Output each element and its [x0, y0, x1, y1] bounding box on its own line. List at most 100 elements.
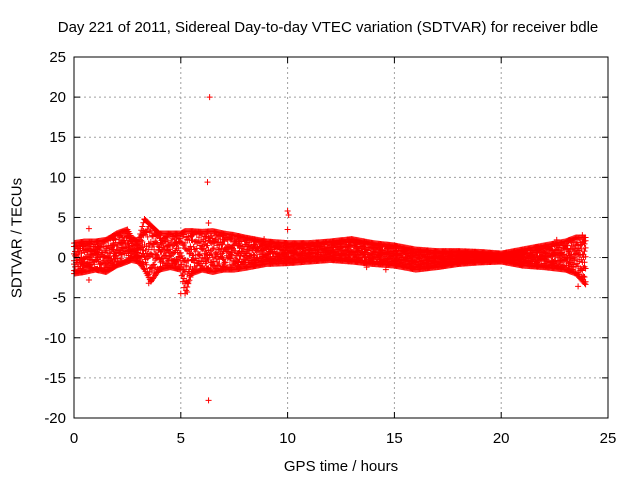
data-point [187, 273, 194, 280]
axis-ticks: 0 5 10 15 20 25 25 20 15 10 5 0 -5 -10 -15 -20 [44, 49, 616, 447]
data-point [192, 248, 199, 255]
data-point [145, 246, 152, 253]
data-point [147, 227, 154, 234]
y-tick-label: 20 [49, 89, 66, 106]
data-point [178, 252, 185, 259]
data-series-sdtvar [71, 94, 589, 404]
plot-frame [73, 56, 609, 419]
data-point [570, 247, 577, 254]
data-point-outlier [579, 232, 586, 239]
data-point [104, 259, 111, 266]
data-point-outlier [284, 208, 291, 215]
chart-title: Day 221 of 2011, Sidereal Day-to-day VTE… [57, 19, 599, 36]
data-point [232, 254, 239, 261]
data-point-outlier [145, 280, 152, 287]
data-point [264, 251, 271, 258]
data-point [190, 243, 197, 250]
data-point-outlier [205, 220, 212, 227]
data-point [582, 234, 589, 241]
data-point [581, 259, 588, 266]
x-tick-label: 15 [386, 430, 403, 447]
data-point-outlier [363, 264, 370, 271]
data-point [582, 253, 589, 260]
grid-lines [74, 57, 608, 418]
data-point [581, 240, 588, 247]
data-point [582, 281, 589, 288]
y-tick-label: -10 [44, 330, 66, 347]
data-point [95, 250, 102, 257]
data-point-outlier [184, 289, 191, 296]
data-point [160, 258, 167, 265]
data-point [78, 250, 85, 257]
data-point [143, 261, 150, 268]
data-point [155, 243, 162, 250]
data-point [183, 262, 190, 269]
data-point [582, 244, 589, 251]
data-point [177, 249, 184, 256]
data-point [151, 246, 158, 253]
data-point [185, 257, 192, 264]
data-point [570, 254, 577, 261]
data-point [150, 241, 157, 248]
data-point [171, 236, 178, 243]
data-point [215, 262, 222, 269]
data-point [195, 251, 202, 258]
data-point-outlier [553, 236, 560, 243]
x-tick-label: 25 [600, 430, 617, 447]
data-point-outlier [285, 212, 292, 219]
data-point [175, 244, 182, 251]
data-point-outlier [205, 397, 212, 404]
data-point [75, 252, 82, 259]
data-point [195, 234, 202, 241]
x-tick-label: 20 [493, 430, 510, 447]
data-point-outlier [382, 266, 389, 273]
data-point [219, 241, 226, 248]
data-point-outlier [204, 179, 211, 186]
data-point [182, 240, 189, 247]
data-point [222, 259, 229, 266]
data-point [581, 273, 588, 280]
data-point [203, 251, 210, 258]
data-point [580, 273, 587, 280]
data-point [139, 223, 146, 230]
data-point [204, 242, 211, 249]
data-point [101, 249, 108, 256]
data-point [151, 261, 158, 268]
data-point [202, 247, 209, 254]
data-point [156, 244, 163, 251]
x-tick-label: 10 [279, 430, 296, 447]
y-tick-label: -5 [53, 290, 66, 307]
y-axis-label: SDTVAR / TECUs [8, 177, 26, 299]
y-tick-label: 25 [49, 49, 66, 66]
data-point [146, 228, 153, 235]
data-point [168, 238, 175, 245]
data-point-outlier [206, 94, 213, 101]
data-point [561, 251, 568, 258]
data-point [139, 238, 146, 245]
data-point-outlier [85, 277, 92, 284]
data-point [184, 283, 191, 290]
data-point [581, 280, 588, 287]
data-point [144, 233, 151, 240]
data-point [170, 250, 177, 257]
data-point [579, 267, 586, 274]
data-point [240, 245, 247, 252]
data-point-outlier [575, 283, 582, 290]
data-point [148, 265, 155, 272]
data-point-outlier [284, 226, 291, 233]
data-point [106, 249, 113, 256]
data-point [164, 237, 171, 244]
data-point [186, 277, 193, 284]
y-tick-label: 15 [49, 129, 66, 146]
data-point [113, 243, 120, 250]
x-axis-label: GPS time / hours [283, 458, 399, 475]
data-point [105, 254, 112, 261]
data-point [194, 239, 201, 246]
y-tick-label: 10 [49, 169, 66, 186]
data-point [209, 246, 216, 253]
data-point [111, 258, 118, 265]
y-tick-label: -15 [44, 370, 66, 387]
data-point [175, 253, 182, 260]
y-tick-label: 0 [58, 250, 66, 267]
data-point [167, 246, 174, 253]
